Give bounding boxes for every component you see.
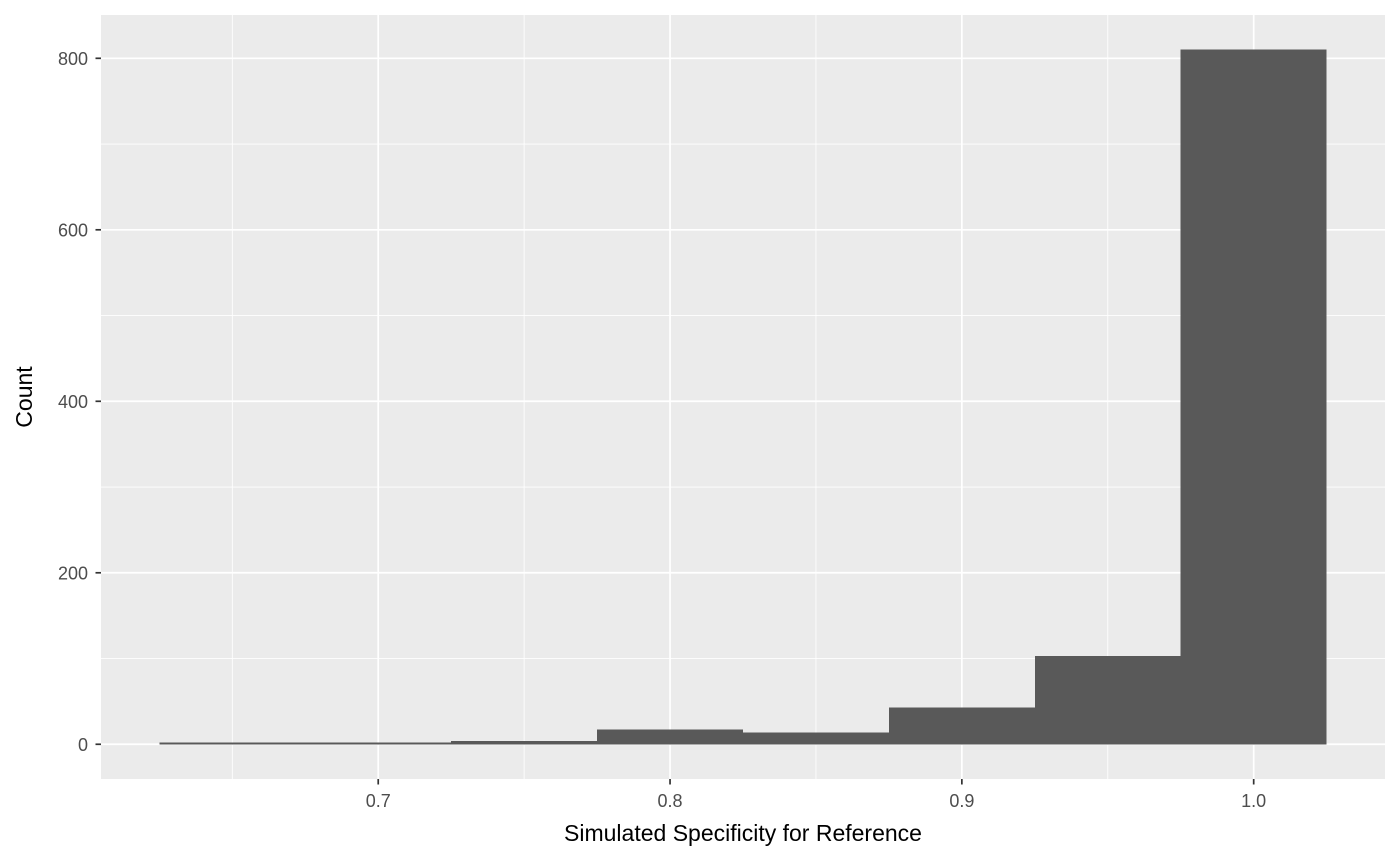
x-tick-label: 0.8: [658, 791, 683, 811]
y-tick-label: 400: [58, 392, 88, 412]
y-tick-label: 800: [58, 49, 88, 69]
histogram-bar: [743, 732, 889, 745]
minor-gridlines: [101, 15, 1385, 779]
histogram-bar: [888, 707, 1035, 745]
x-axis-title: Simulated Specificity for Reference: [564, 820, 922, 846]
panel-background: [101, 15, 1385, 779]
major-gridlines: [101, 15, 1385, 779]
plot-panel: [101, 15, 1385, 779]
y-tick-label: 200: [58, 563, 88, 583]
y-tick-label: 600: [58, 220, 88, 240]
axis-tick-labels: 0.7 0.8 0.9 1.0 0 200 400 600 800: [58, 49, 1266, 811]
histogram-bar: [1180, 49, 1327, 745]
histogram-bar: [451, 740, 598, 745]
histogram-bar: [305, 742, 452, 745]
histogram-bars: [159, 49, 1327, 745]
y-tick-label: 0: [78, 735, 88, 755]
histogram-bar: [597, 729, 743, 745]
y-axis-title: Count: [11, 366, 37, 428]
x-tick-label: 0.9: [949, 791, 974, 811]
x-tick-label: 1.0: [1241, 791, 1266, 811]
x-tick-label: 0.7: [366, 791, 391, 811]
histogram-bar: [159, 742, 306, 745]
histogram-bar: [1034, 655, 1181, 745]
axis-ticks: [95, 57, 1255, 785]
